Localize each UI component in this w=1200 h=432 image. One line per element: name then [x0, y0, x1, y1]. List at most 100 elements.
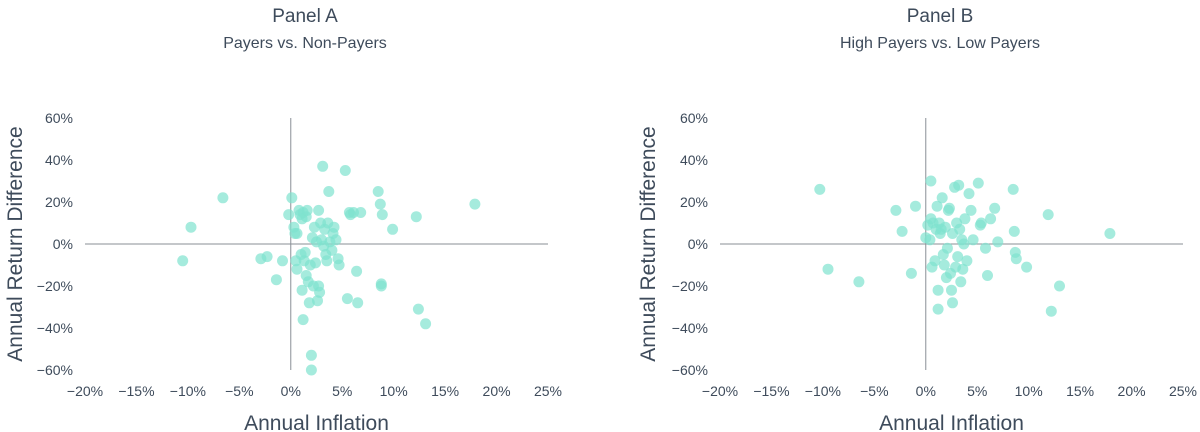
y-tick-label: 60% — [680, 110, 708, 126]
scatter-point — [890, 204, 902, 216]
scatter-point — [420, 318, 432, 330]
scatter-point — [351, 265, 363, 277]
scatter-point — [321, 255, 333, 267]
scatter-point — [291, 228, 303, 239]
scatter-point — [961, 255, 973, 267]
y-tick-label: −40% — [672, 320, 708, 336]
x-tick-label: 5% — [967, 383, 987, 399]
scatter-point — [1021, 261, 1033, 273]
scatter-point — [330, 234, 342, 246]
scatter-point — [372, 186, 384, 197]
scatter-point — [291, 263, 303, 275]
x-tick-label: 0% — [916, 383, 936, 399]
scatter-point — [374, 198, 386, 210]
scatter-point — [297, 314, 309, 326]
scatter-point — [313, 204, 325, 216]
scatter-point — [177, 255, 189, 267]
scatter-point — [1010, 253, 1022, 265]
scatter-point — [939, 221, 951, 233]
y-tick-label: 40% — [45, 152, 73, 168]
scatter-point — [305, 364, 317, 376]
scatter-point — [963, 188, 975, 200]
x-axis-title: Annual Inflation — [879, 412, 1024, 432]
y-tick-label: −40% — [37, 320, 73, 336]
scatter-point — [469, 198, 481, 210]
scatter-point — [932, 284, 944, 296]
scatter-point — [965, 204, 977, 216]
scatter-point — [925, 175, 937, 187]
scatter-point — [941, 242, 953, 254]
scatter-point — [853, 276, 865, 288]
scatter-point — [947, 297, 958, 309]
scatter-point — [952, 251, 964, 263]
scatter-point — [339, 165, 351, 176]
y-tick-label: −60% — [672, 362, 708, 378]
y-tick-label: 20% — [680, 194, 708, 210]
chart-subtitle: Payers vs. Non-Payers — [223, 35, 387, 52]
scatter-point — [310, 257, 321, 269]
scatter-point — [217, 192, 229, 204]
x-tick-label: 10% — [380, 383, 408, 399]
scatter-point — [957, 263, 969, 275]
y-tick-label: −20% — [672, 278, 708, 294]
scatter-point — [905, 267, 917, 279]
scatter-point — [982, 270, 993, 281]
x-tick-label: 25% — [1169, 383, 1197, 399]
scatter-point — [283, 209, 295, 221]
scatter-point — [972, 177, 984, 189]
scatter-point — [822, 263, 834, 275]
scatter-point — [326, 244, 338, 256]
scatter-point — [355, 207, 367, 218]
y-tick-label: −20% — [37, 278, 73, 294]
scatter-point — [985, 213, 997, 225]
scatter-point — [946, 284, 957, 296]
scatter-point — [270, 274, 282, 286]
scatter-point — [992, 236, 1004, 248]
scatter-point — [1104, 228, 1116, 239]
x-axis-title: Annual Inflation — [244, 412, 389, 432]
scatter-series — [814, 175, 1116, 317]
chart-title: Panel B — [907, 6, 974, 27]
scatter-point — [328, 221, 340, 233]
x-tick-label: 20% — [1118, 383, 1146, 399]
y-axis-title: Annual Return Difference — [4, 126, 27, 361]
scatter-point — [375, 280, 387, 292]
y-tick-label: 40% — [680, 152, 708, 168]
x-tick-label: −5% — [860, 383, 888, 399]
scatter-point — [938, 259, 950, 271]
scatter-point — [410, 211, 422, 223]
scatter-point — [932, 303, 944, 315]
scatter-point — [185, 221, 197, 233]
scatter-point — [261, 251, 273, 263]
y-tick-label: 0% — [53, 236, 73, 252]
y-tick-label: 20% — [45, 194, 73, 210]
x-tick-label: 15% — [431, 383, 459, 399]
x-tick-label: 15% — [1066, 383, 1094, 399]
scatter-point — [305, 349, 317, 361]
scatter-point — [910, 200, 921, 212]
scatter-point — [924, 234, 936, 246]
y-tick-label: 60% — [45, 110, 73, 126]
x-tick-label: −10% — [805, 383, 841, 399]
scatter-point — [376, 209, 388, 221]
x-tick-label: 0% — [281, 383, 301, 399]
scatter-point — [955, 276, 967, 288]
scatter-point — [989, 202, 1001, 214]
scatter-point — [958, 238, 970, 250]
x-tick-label: −5% — [225, 383, 253, 399]
x-tick-label: 20% — [483, 383, 511, 399]
scatter-point — [967, 234, 979, 246]
scatter-point — [341, 293, 353, 305]
scatter-point — [412, 303, 424, 315]
scatter-point — [943, 202, 955, 214]
scatter-point — [1007, 183, 1019, 195]
x-tick-label: 5% — [332, 383, 352, 399]
scatter-point — [931, 200, 943, 212]
scatter-point — [296, 284, 308, 296]
scatter-point — [301, 204, 313, 216]
scatter-point — [314, 286, 326, 298]
chart-subtitle: High Payers vs. Low Payers — [840, 35, 1040, 52]
scatter-point — [333, 259, 345, 271]
